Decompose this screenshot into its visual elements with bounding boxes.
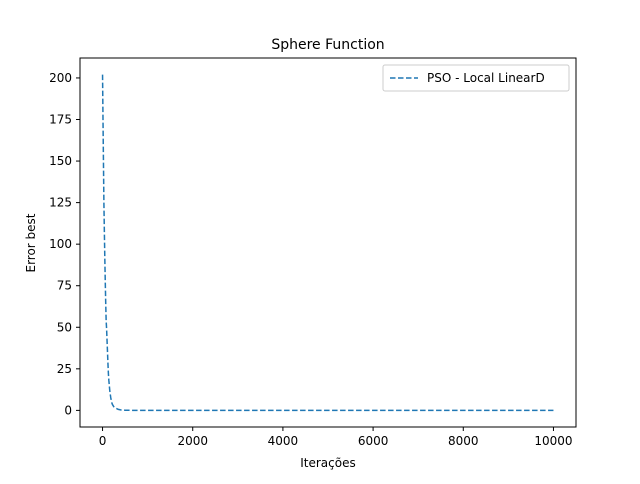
y-tick-label: 0 — [64, 403, 72, 417]
x-axis-ticks: 0 2000 4000 6000 8000 10000 — [99, 427, 573, 448]
legend: PSO - Local LinearD — [382, 64, 570, 92]
series-layer — [101, 74, 554, 412]
plot-frame — [79, 57, 577, 428]
series-line-pso-local-lineard — [101, 74, 554, 412]
y-tick-label: 125 — [49, 196, 72, 210]
x-tick-label: 8000 — [448, 434, 479, 448]
x-tick-label: 10000 — [534, 434, 572, 448]
y-tick-label: 175 — [49, 113, 72, 127]
legend-entry-label: PSO - Local LinearD — [427, 71, 545, 85]
y-tick-label: 100 — [49, 237, 72, 251]
chart-title: Sphere Function — [271, 37, 384, 53]
y-tick-label: 25 — [57, 362, 72, 376]
y-axis-ticks: 0 25 50 75 100 125 150 175 200 — [49, 71, 80, 417]
plot-area — [80, 58, 576, 427]
x-tick-label: 4000 — [268, 434, 299, 448]
x-tick-label: 2000 — [177, 434, 208, 448]
legend-frame — [382, 64, 570, 92]
x-axis-label: Iterações — [300, 456, 356, 470]
x-tick-label: 0 — [99, 434, 107, 448]
y-tick-label: 150 — [49, 154, 72, 168]
y-axis-label: Error best — [24, 213, 38, 272]
y-tick-label: 200 — [49, 71, 72, 85]
y-tick-label: 50 — [57, 320, 72, 334]
y-tick-label: 75 — [57, 279, 72, 293]
x-tick-label: 6000 — [358, 434, 389, 448]
